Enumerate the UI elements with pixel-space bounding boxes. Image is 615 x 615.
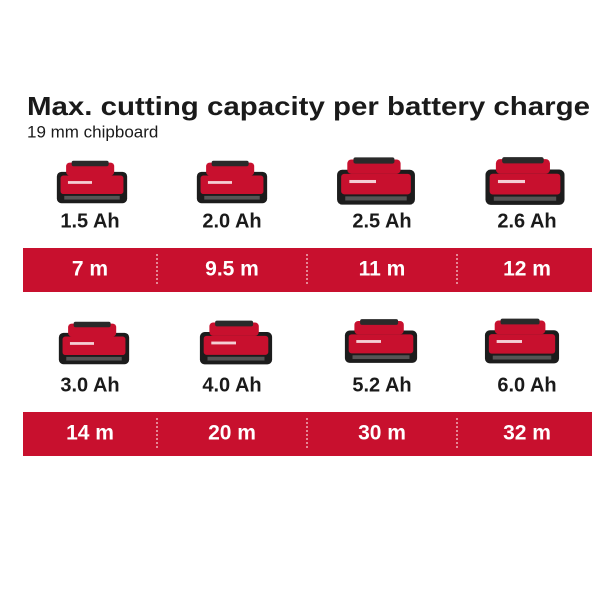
cutting-length: 9.5 m — [205, 258, 259, 281]
capacity-label: 3.0 Ah — [60, 374, 119, 396]
dividers — [156, 254, 458, 450]
cutting-length: 7 m — [72, 258, 108, 281]
cells: 1.5 Ah 7 m 2.0 Ah 9.5 m 2.5 Ah 11 m 2.6 Ah 12 m… — [60, 210, 556, 444]
subtitle: 19 mm chipboard — [27, 122, 158, 141]
capacity-label: 2.6 Ah — [497, 210, 556, 232]
cutting-length: 20 m — [208, 422, 256, 445]
capacity-label: 2.0 Ah — [202, 210, 261, 232]
cutting-length: 11 m — [359, 258, 406, 281]
capacity-label: 4.0 Ah — [202, 374, 261, 396]
cutting-length: 32 m — [503, 422, 551, 445]
capacity-label: 5.2 Ah — [352, 374, 411, 396]
cutting-length: 12 m — [503, 258, 551, 281]
cutting-length: 14 m — [66, 422, 114, 445]
cutting-length: 30 m — [358, 422, 406, 445]
capacity-label: 1.5 Ah — [60, 210, 119, 232]
title: Max. cutting capacity per battery charge — [27, 91, 590, 121]
capacity-label: 2.5 Ah — [352, 210, 411, 232]
capacity-label: 6.0 Ah — [497, 374, 556, 396]
